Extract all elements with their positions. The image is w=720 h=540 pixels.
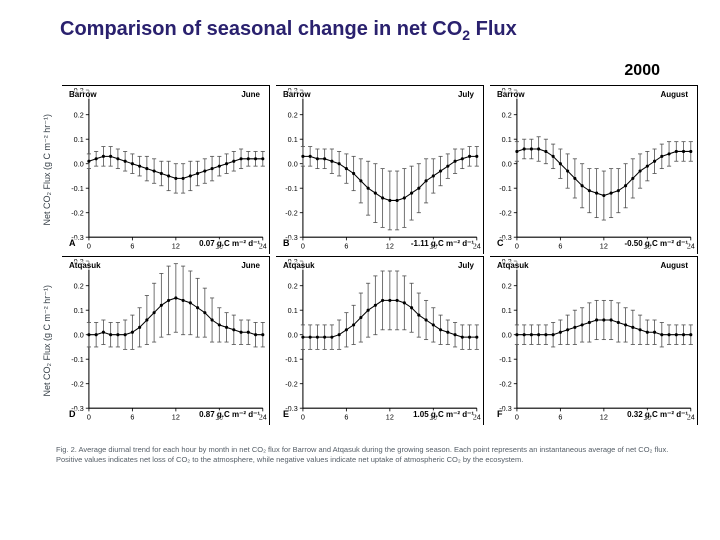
svg-text:0.2: 0.2 [74, 281, 84, 290]
svg-text:0.0: 0.0 [502, 159, 512, 168]
svg-text:12: 12 [172, 413, 180, 422]
panel-integrated-value: 0.32 g.C m⁻² d⁻¹ [626, 410, 689, 419]
svg-text:-0.2: -0.2 [285, 379, 297, 388]
svg-text:-0.2: -0.2 [285, 208, 297, 217]
svg-text:12: 12 [600, 242, 608, 251]
panel-C: -0.3-0.2-0.10.00.10.20.306121824BarrowAu… [490, 85, 698, 254]
svg-text:-0.2: -0.2 [499, 379, 511, 388]
svg-text:0.2: 0.2 [502, 281, 512, 290]
svg-text:0.1: 0.1 [74, 135, 84, 144]
yaxis-label-cell: Net CO₂ Flux (g C m⁻² hr⁻¹) [38, 85, 56, 254]
panel-site-label: Atqasuk [496, 261, 530, 270]
svg-text:0.1: 0.1 [502, 135, 512, 144]
svg-text:0.2: 0.2 [288, 110, 298, 119]
panel-letter: B [282, 238, 291, 248]
svg-text:0.1: 0.1 [502, 306, 512, 315]
svg-text:0: 0 [87, 413, 91, 422]
svg-text:0: 0 [301, 413, 305, 422]
panel-letter: E [282, 409, 290, 419]
panel-integrated-value: 1.05 g.C m⁻² d⁻¹ [412, 410, 475, 419]
svg-text:0: 0 [301, 242, 305, 251]
panel-month-label: June [240, 90, 261, 99]
svg-text:-0.2: -0.2 [71, 379, 83, 388]
panel-letter: D [68, 409, 77, 419]
panel-integrated-value: 0.87 g.C m⁻² d⁻¹ [198, 410, 261, 419]
svg-text:-0.1: -0.1 [499, 184, 511, 193]
panel-month-label: August [659, 261, 689, 270]
panel-site-label: Atqasuk [282, 261, 316, 270]
panel-month-label: June [240, 261, 261, 270]
svg-text:0.1: 0.1 [74, 306, 84, 315]
panel-grid: Net CO₂ Flux (g C m⁻² hr⁻¹)-0.3-0.2-0.10… [38, 85, 698, 425]
svg-text:0.0: 0.0 [74, 159, 84, 168]
svg-text:0.0: 0.0 [288, 159, 298, 168]
yaxis-label: Net CO₂ Flux (g C m⁻² hr⁻¹) [42, 114, 52, 226]
panel-site-label: Barrow [68, 90, 98, 99]
panel-letter: A [68, 238, 77, 248]
yaxis-label-cell: Net CO₂ Flux (g C m⁻² hr⁻¹) [38, 256, 56, 425]
svg-text:6: 6 [130, 242, 134, 251]
svg-text:0.2: 0.2 [288, 281, 298, 290]
figure-area: Net CO₂ Flux (g C m⁻² hr⁻¹)-0.3-0.2-0.10… [38, 85, 698, 465]
svg-text:0: 0 [87, 242, 91, 251]
panel-site-label: Barrow [496, 90, 526, 99]
svg-text:0.2: 0.2 [74, 110, 84, 119]
svg-text:12: 12 [386, 242, 394, 251]
svg-text:6: 6 [344, 413, 348, 422]
panel-E: -0.3-0.2-0.10.00.10.20.306121824AtqasukJ… [276, 256, 484, 425]
figure-caption: Fig. 2. Average diurnal trend for each h… [56, 445, 676, 465]
svg-text:12: 12 [600, 413, 608, 422]
panel-B: -0.3-0.2-0.10.00.10.20.306121824BarrowJu… [276, 85, 484, 254]
svg-text:-0.1: -0.1 [71, 184, 83, 193]
svg-text:-0.1: -0.1 [285, 184, 297, 193]
panel-site-label: Atqasuk [68, 261, 102, 270]
svg-text:-0.2: -0.2 [499, 208, 511, 217]
panel-month-label: July [457, 90, 475, 99]
svg-text:0.0: 0.0 [74, 330, 84, 339]
svg-text:0.2: 0.2 [502, 110, 512, 119]
svg-text:6: 6 [344, 242, 348, 251]
svg-text:6: 6 [130, 413, 134, 422]
panel-letter: F [496, 409, 504, 419]
svg-text:6: 6 [558, 242, 562, 251]
panel-D: -0.3-0.2-0.10.00.10.20.306121824AtqasukJ… [62, 256, 270, 425]
panel-month-label: August [659, 90, 689, 99]
svg-text:0.0: 0.0 [502, 330, 512, 339]
panel-letter: C [496, 238, 505, 248]
svg-text:-0.1: -0.1 [285, 355, 297, 364]
panel-integrated-value: 0.07 g.C m⁻² d⁻¹ [198, 239, 261, 248]
svg-text:0.1: 0.1 [288, 135, 298, 144]
svg-text:-0.1: -0.1 [71, 355, 83, 364]
svg-text:0.1: 0.1 [288, 306, 298, 315]
page-title: Comparison of seasonal change in net CO2… [60, 18, 517, 43]
svg-text:12: 12 [172, 242, 180, 251]
yaxis-label: Net CO₂ Flux (g C m⁻² hr⁻¹) [42, 285, 52, 397]
svg-text:0.0: 0.0 [288, 330, 298, 339]
svg-text:-0.2: -0.2 [71, 208, 83, 217]
panel-month-label: July [457, 261, 475, 270]
panel-integrated-value: -1.11 g.C m⁻² d⁻¹ [410, 239, 475, 248]
panel-A: -0.3-0.2-0.10.00.10.20.306121824BarrowJu… [62, 85, 270, 254]
svg-text:6: 6 [558, 413, 562, 422]
panel-F: -0.3-0.2-0.10.00.10.20.306121824AtqasukA… [490, 256, 698, 425]
year-label: 2000 [624, 62, 660, 80]
svg-text:0: 0 [515, 242, 519, 251]
svg-text:0: 0 [515, 413, 519, 422]
svg-text:12: 12 [386, 413, 394, 422]
panel-integrated-value: -0.50 g.C m⁻² d⁻¹ [623, 239, 689, 248]
svg-text:-0.1: -0.1 [499, 355, 511, 364]
panel-site-label: Barrow [282, 90, 312, 99]
